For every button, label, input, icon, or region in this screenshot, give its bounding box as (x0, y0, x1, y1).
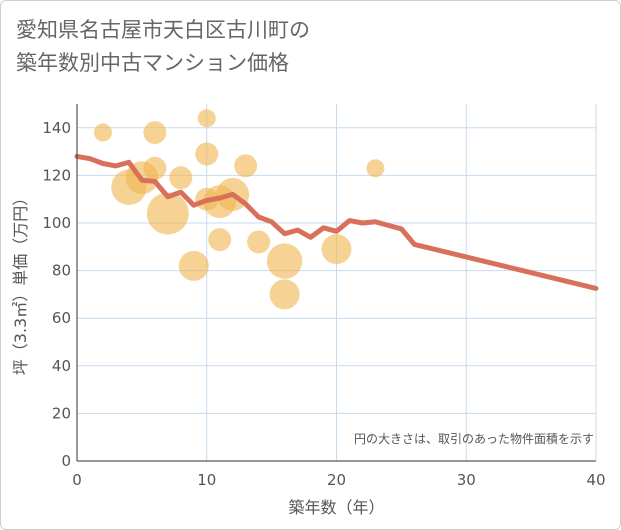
bubble-series (93, 109, 385, 310)
bubble-point (143, 121, 167, 145)
y-tick-label: 80 (52, 262, 71, 280)
bubble-point (266, 243, 303, 279)
bubble-point (234, 154, 258, 178)
y-tick-label: 100 (42, 214, 71, 232)
bubble-point (143, 156, 167, 180)
y-tick-label: 140 (42, 119, 71, 137)
bubble-point (269, 279, 300, 310)
x-tick-label: 0 (72, 471, 82, 489)
x-tick-label: 10 (197, 471, 216, 489)
y-axis-label: 坪（3.3㎡）単価（万円） (11, 190, 30, 375)
tick-labels: 0 20 40 60 80 100 120 140 0 10 20 30 40 (42, 119, 605, 489)
y-tick-label: 40 (52, 357, 71, 375)
y-tick-label: 20 (52, 404, 71, 422)
y-tick-label: 60 (52, 309, 71, 327)
x-axis-label: 築年数（年） (288, 498, 384, 517)
bubble-point (178, 250, 209, 281)
y-tick-label: 0 (61, 452, 71, 470)
y-tick-label: 120 (42, 166, 71, 184)
bubble-point (169, 166, 193, 190)
size-note: 円の大きさは、取引のあった物件面積を示す (354, 431, 594, 446)
axes (76, 104, 596, 462)
bubble-point (93, 123, 112, 142)
chart-title: 愛知県名古屋市天白区古川町の 築年数別中古マンション価格 (16, 18, 310, 75)
bubble-point (146, 192, 189, 235)
bubble-point (366, 159, 385, 178)
x-tick-label: 40 (586, 471, 605, 489)
bubble-point (197, 109, 216, 128)
bubble-point (247, 230, 271, 254)
x-tick-label: 30 (457, 471, 476, 489)
x-tick-label: 20 (327, 471, 346, 489)
bubble-point (321, 234, 352, 265)
bubble-point (208, 228, 232, 252)
trend-line-series (74, 153, 599, 291)
trend-line (74, 153, 599, 291)
bubble-point (195, 142, 219, 166)
